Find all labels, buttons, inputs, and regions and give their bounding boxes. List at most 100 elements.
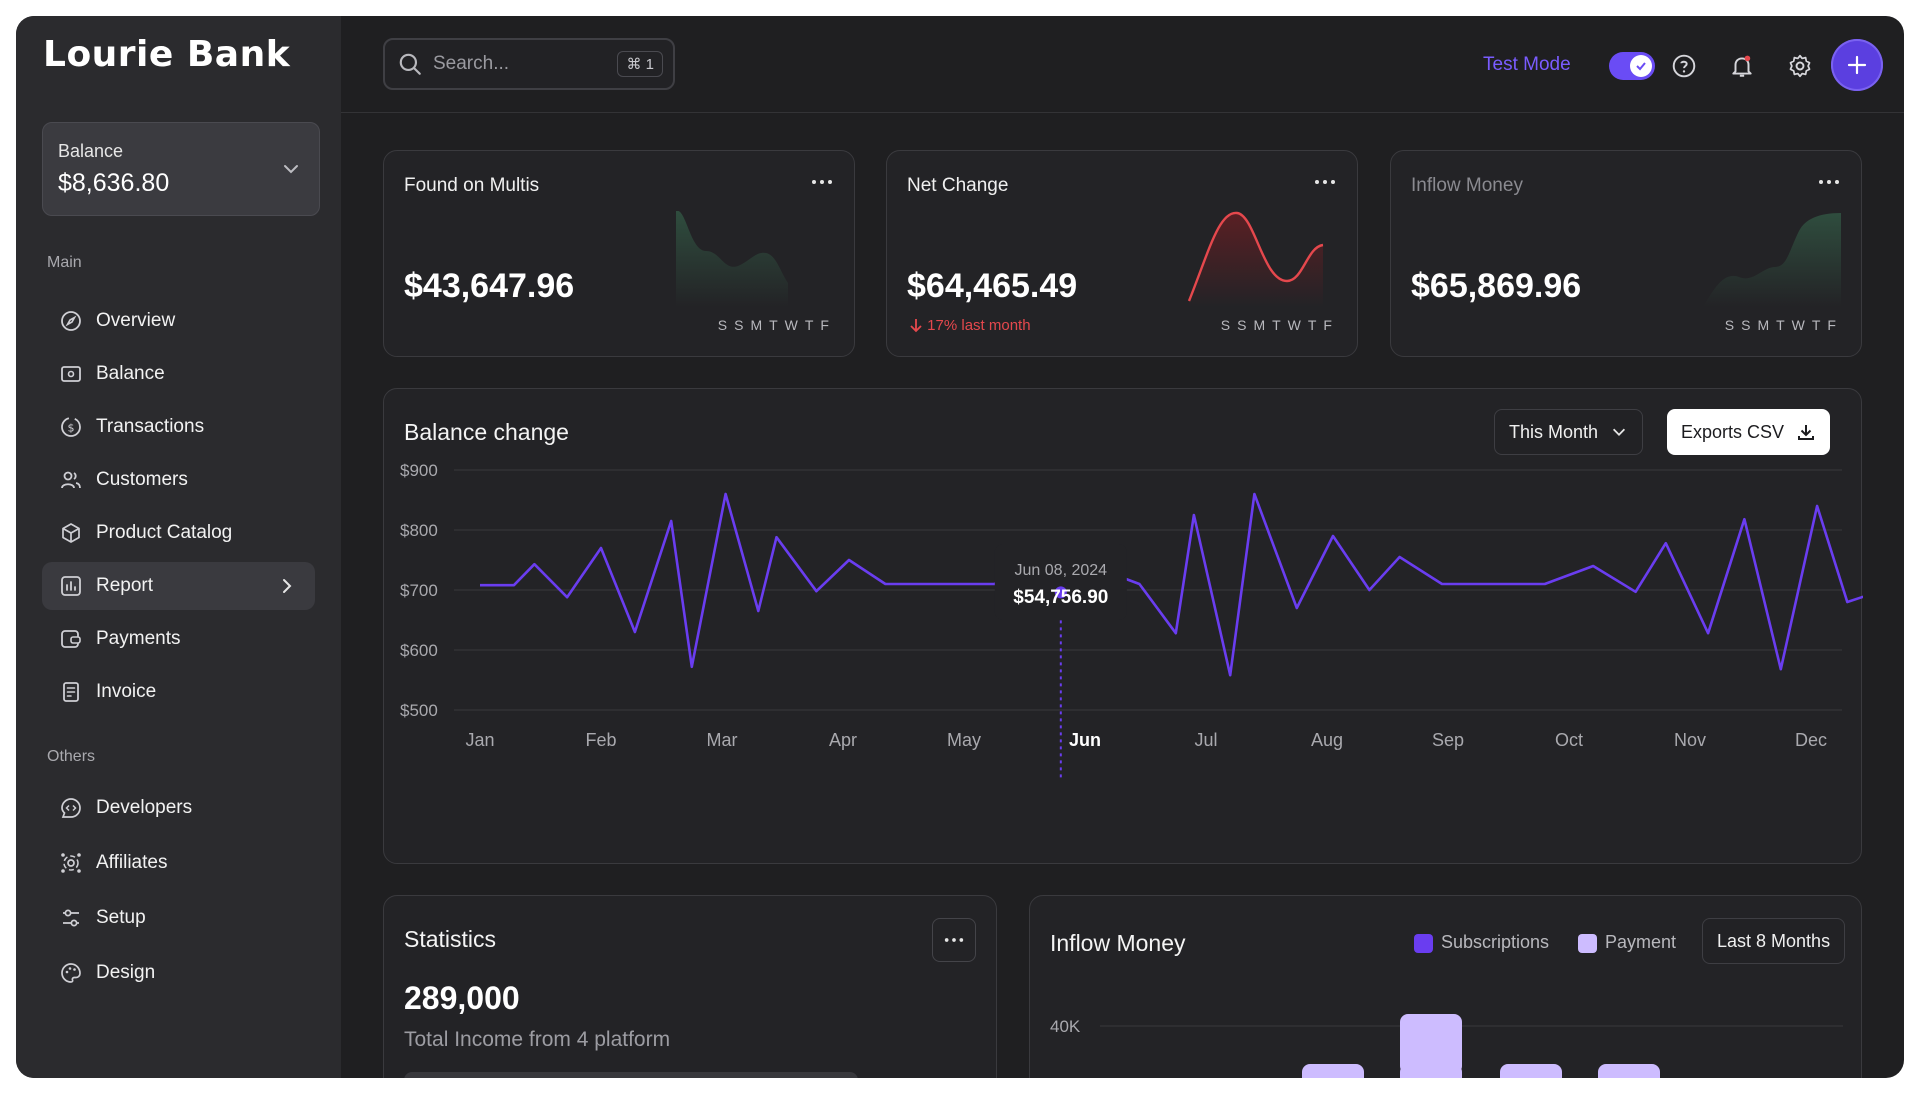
check-icon [1634,59,1648,73]
chevron-down-icon [281,159,301,179]
toggle-knob [1630,55,1652,77]
more-options-icon[interactable] [1817,175,1841,189]
sidebar-item-setup[interactable]: Setup [42,894,315,942]
help-button[interactable] [1669,51,1699,81]
affiliate-icon [58,850,84,876]
sidebar-item-customers[interactable]: Customers [42,456,315,504]
inflow-money-card: Inflow Money Subscriptions Payment Last … [1029,895,1862,1078]
more-options-icon[interactable] [1313,175,1337,189]
section-label-others: Others [47,748,95,766]
series-line [480,494,1863,675]
test-mode-toggle[interactable] [1609,52,1655,80]
more-options-icon[interactable] [810,175,834,189]
help-icon [1671,53,1697,79]
sidebar-item-overview[interactable]: Overview [42,297,315,345]
sidebar-item-label: Balance [96,363,165,385]
kpi-delta: 17% last month [909,317,1031,334]
balance-selector[interactable]: Balance $8,636.80 [42,122,320,216]
sidebar-item-balance[interactable]: Balance [42,350,315,398]
bell-icon [1729,53,1755,79]
sidebar-item-product-catalog[interactable]: Product Catalog [42,509,315,557]
code-icon [58,795,84,821]
kpi-title: Inflow Money [1411,175,1523,197]
search-input[interactable]: Search... ⌘ 1 [383,38,675,90]
section-label-main: Main [47,254,82,272]
sidebar-item-report[interactable]: Report [42,562,315,610]
svg-text:$: $ [68,422,75,435]
x-tick-label: May [947,730,981,750]
bar [1598,1064,1660,1078]
x-tick-label: Jun [1069,730,1101,750]
app-window: Lourie Bank Balance $8,636.80 Main Overv… [16,16,1904,1078]
more-options-icon [943,935,965,945]
weekday-labels: SSMTWTF [1221,317,1339,333]
x-tick-label: Apr [829,730,857,750]
y-tick-label: $900 [400,461,438,480]
dollar-circle-icon: $ [58,414,84,440]
bar [1302,1064,1364,1078]
y-tick-label: $800 [400,521,438,540]
x-tick-label: Dec [1795,730,1827,750]
search-icon [397,51,423,77]
tooltip-box [995,544,1127,620]
x-tick-label: Sep [1432,730,1464,750]
sidebar-item-affiliates[interactable]: Affiliates [42,839,315,887]
sidebar-item-design[interactable]: Design [42,949,315,997]
notifications-button[interactable] [1727,51,1757,81]
kpi-delta-text: 17% last month [927,317,1030,334]
sidebar-item-payments[interactable]: Payments [42,615,315,663]
statistics-card: Statistics 289,000 Total Income from 4 p… [383,895,997,1078]
sidebar: Lourie Bank Balance $8,636.80 Main Overv… [16,16,341,1078]
statistics-more-button[interactable] [932,918,976,962]
kpi-card-net-change: Net Change $64,465.49 17% last month SSM… [886,150,1358,357]
wallet-icon [58,361,84,387]
tooltip-date: Jun 08, 2024 [1015,562,1108,579]
gear-icon [1787,53,1813,79]
sidebar-item-label: Customers [96,469,188,491]
kpi-card-found-on-multis: Found on Multis $43,647.96 SSMTWTF [383,150,855,357]
balance-selector-label: Balance [58,141,123,162]
sidebar-item-label: Overview [96,310,175,332]
sidebar-item-label: Transactions [96,416,204,438]
plus-icon [1846,54,1868,76]
y-tick-label: 30K [1050,1077,1081,1078]
bar [1500,1064,1562,1078]
kpi-title: Found on Multis [404,175,539,197]
statistics-caption: Total Income from 4 platform [404,1028,670,1052]
x-tick-label: Aug [1311,730,1343,750]
kpi-card-inflow-money: Inflow Money $65,869.96 SSMTWTF [1390,150,1862,357]
topbar: Search... ⌘ 1 Test Mode [341,16,1904,113]
kpi-title: Net Change [907,175,1008,197]
balance-selector-value: $8,636.80 [58,169,169,198]
sidebar-item-label: Invoice [96,681,156,703]
bar-chart-icon [58,573,84,599]
app-logo: Lourie Bank [43,34,290,75]
sparkline [676,211,836,307]
sliders-icon [58,905,84,931]
tooltip-value: $54,756.90 [1013,587,1108,608]
kpi-value: $64,465.49 [907,267,1077,306]
sidebar-item-label: Setup [96,907,146,929]
statistics-title: Statistics [404,926,496,953]
x-tick-label: Mar [707,730,738,750]
sidebar-item-invoice[interactable]: Invoice [42,668,315,716]
sidebar-item-label: Affiliates [96,852,167,874]
sparkline [1683,211,1843,307]
x-tick-label: Oct [1555,730,1583,750]
sidebar-item-label: Report [96,575,153,597]
bar [1400,1014,1462,1074]
sidebar-item-developers[interactable]: Developers [42,784,315,832]
sidebar-item-label: Product Catalog [96,522,232,544]
settings-button[interactable] [1785,51,1815,81]
sidebar-item-transactions[interactable]: $ Transactions [42,403,315,451]
palette-icon [58,960,84,986]
x-tick-label: Nov [1674,730,1706,750]
search-placeholder: Search... [433,53,509,75]
card-icon [58,626,84,652]
weekday-labels: SSMTWTF [1725,317,1843,333]
users-icon [58,467,84,493]
sidebar-item-label: Developers [96,797,192,819]
inflow-bar-chart: 40K 30K [1030,896,1863,1078]
add-button[interactable] [1831,39,1883,91]
statistics-value: 289,000 [404,980,520,1017]
